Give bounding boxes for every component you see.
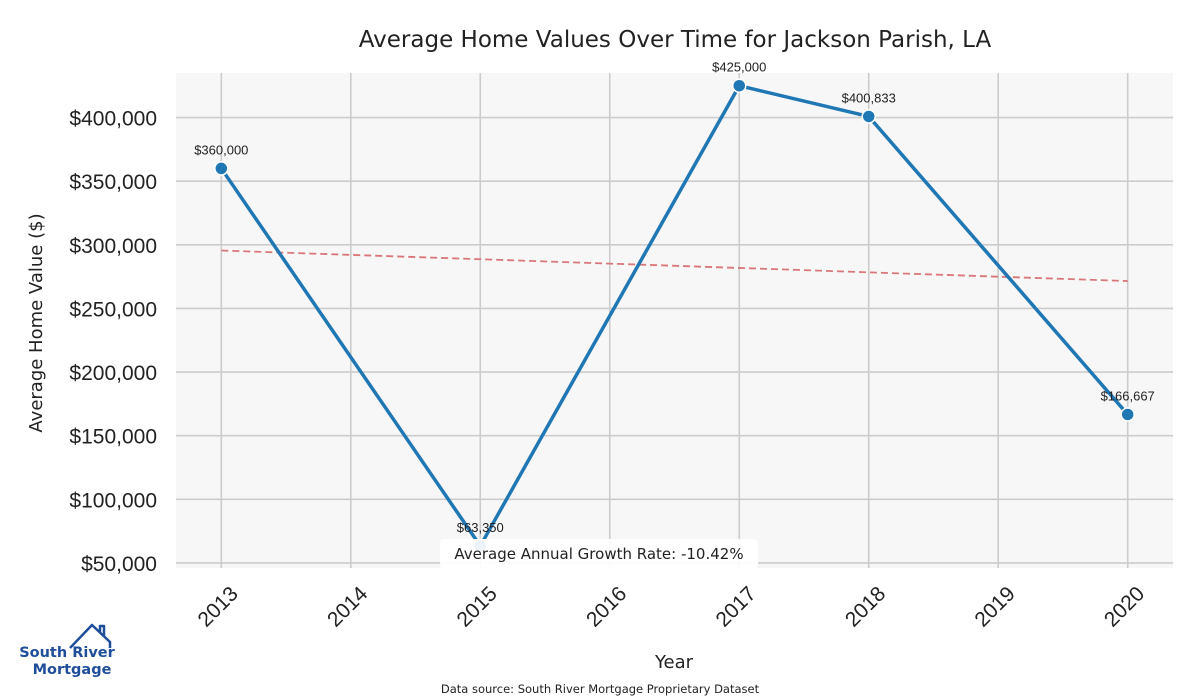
y-tick-label: $200,000 <box>69 362 157 385</box>
x-tick-label: 2019 <box>970 582 1019 631</box>
logo-line2: Mortgage <box>33 662 112 678</box>
x-tick-label: 2013 <box>194 582 243 631</box>
x-tick-label: 2018 <box>841 582 890 631</box>
y-tick-label: $300,000 <box>69 235 157 258</box>
annotation-box <box>440 539 758 569</box>
y-axis-label: Average Home Value ($) <box>26 213 47 432</box>
data-source: Data source: South River Mortgage Propri… <box>441 682 760 696</box>
data-point-2013 <box>214 161 229 176</box>
data-label-2015: $63,350 <box>457 520 504 535</box>
chart-title: Average Home Values Over Time for Jackso… <box>359 27 992 53</box>
data-point-2020 <box>1120 407 1135 422</box>
y-tick-label: $50,000 <box>81 553 157 576</box>
x-axis-ticks: 2013 2014 2015 2016 2017 2018 2019 2020 <box>194 582 1150 632</box>
data-point-2017 <box>731 78 747 93</box>
y-tick-label: $100,000 <box>69 489 157 512</box>
y-tick-label: $350,000 <box>69 171 157 194</box>
trend-layer <box>221 249 1128 282</box>
x-tick-label: 2020 <box>1100 582 1149 631</box>
x-tick-label: 2014 <box>323 582 373 632</box>
y-tick-label: $250,000 <box>69 298 157 321</box>
y-axis-ticks: $50,000 $100,000 $150,000 $200,000 $250,000 $… <box>69 108 157 576</box>
data-point-2018 <box>861 109 876 124</box>
plot-area <box>176 73 1173 568</box>
growth-rate-annotation: Average Annual Growth Rate: -10.42% <box>440 539 758 569</box>
y-tick-label: $150,000 <box>69 426 157 449</box>
x-tick-label: 2015 <box>453 582 502 631</box>
grid <box>176 73 1173 568</box>
trend-line <box>221 249 1128 282</box>
house-icon <box>69 623 112 649</box>
x-axis-label: Year <box>654 652 694 673</box>
data-labels: $360,000 $63,350 $425,000 $400,833 $166,667 <box>194 60 1155 535</box>
logo-line1: South River <box>19 645 115 661</box>
x-tick-label: 2016 <box>582 582 631 631</box>
x-tick-label: 2017 <box>711 582 760 631</box>
data-label-2018: $400,833 <box>842 90 896 105</box>
data-label-2017: $425,000 <box>712 60 766 75</box>
south-river-mortgage-logo: South River Mortgage <box>19 623 116 678</box>
annotation-text: Average Annual Growth Rate: -10.42% <box>454 545 743 563</box>
data-label-2020: $166,667 <box>1101 388 1155 403</box>
y-tick-label: $400,000 <box>69 108 157 131</box>
data-label-2013: $360,000 <box>194 142 248 157</box>
